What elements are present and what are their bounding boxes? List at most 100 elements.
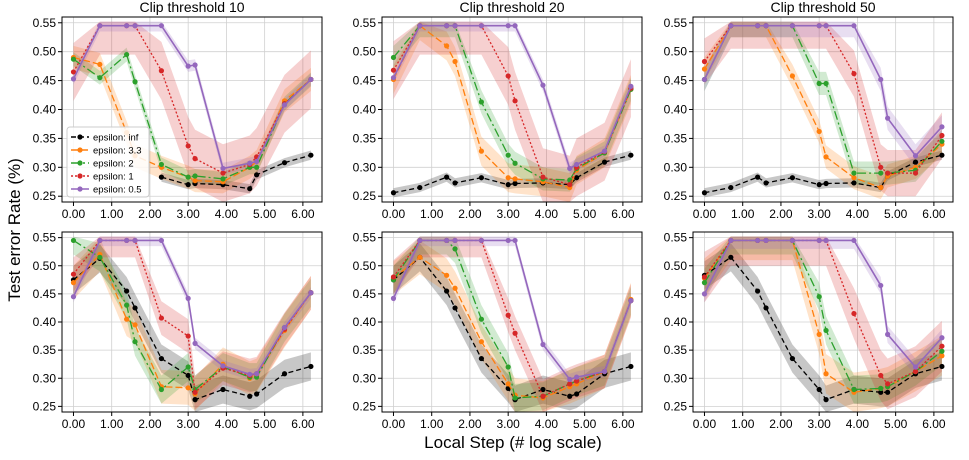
- data-point-epsilon-3-3: [132, 322, 138, 328]
- data-point-epsilon-3-3: [124, 316, 130, 322]
- band-epsilon-2: [73, 236, 311, 404]
- data-point-epsilon-0-5: [755, 23, 761, 29]
- y-tick-label: 0.40: [353, 315, 377, 329]
- band-epsilon-inf: [704, 243, 942, 412]
- series-line-epsilon-2: [73, 239, 312, 391]
- data-point-epsilon-2: [851, 170, 857, 176]
- data-point-epsilon-1: [390, 67, 397, 73]
- data-point-epsilon-0-5: [816, 237, 822, 244]
- data-point-epsilon-0-5: [124, 237, 130, 244]
- y-tick-label: 0.35: [353, 131, 377, 145]
- data-point-epsilon-1: [574, 378, 580, 384]
- y-axis-label: Test error Rate (%): [5, 158, 24, 302]
- legend-label-epsilon-0-5: epsilon: 0.5: [93, 185, 142, 196]
- data-point-epsilon-1: [701, 58, 708, 65]
- x-tick-label: 6.00: [922, 417, 946, 431]
- y-tick-label: 0.45: [33, 287, 57, 301]
- data-point-epsilon-1: [185, 143, 191, 149]
- y-tick-label: 0.55: [33, 16, 57, 30]
- data-point-epsilon-inf: [452, 180, 458, 186]
- panel-6: 0.00 1.00 2.00 3.00 4.00 5.00 6.00 0.25 0.30 0.35…: [664, 231, 954, 431]
- data-point-epsilon-2: [478, 99, 485, 105]
- data-point-epsilon-0-5: [254, 158, 260, 165]
- data-point-epsilon-inf: [417, 184, 423, 191]
- data-point-epsilon-0-5: [628, 83, 634, 89]
- data-point-epsilon-0-5: [444, 237, 450, 244]
- series-line-epsilon-inf: [704, 154, 943, 194]
- data-point-epsilon-0-5: [878, 76, 884, 83]
- data-point-epsilon-3-3: [185, 385, 191, 391]
- x-tick-label: 1.00: [731, 417, 755, 431]
- data-point-epsilon-inf: [254, 172, 260, 178]
- data-point-epsilon-2: [452, 246, 458, 252]
- data-point-epsilon-2: [823, 80, 829, 87]
- legend-label-epsilon-1: epsilon: 1: [93, 172, 134, 183]
- band-epsilon-3-3: [704, 21, 942, 200]
- series-line-epsilon-inf: [704, 256, 943, 401]
- data-point-epsilon-1: [185, 333, 191, 339]
- data-point-epsilon-1: [505, 312, 511, 318]
- data-point-epsilon-inf: [701, 190, 708, 196]
- data-point-epsilon-3-3: [851, 175, 857, 181]
- y-tick-label: 0.40: [33, 103, 57, 117]
- data-point-epsilon-2: [823, 327, 829, 334]
- y-tick-label: 0.35: [664, 131, 688, 145]
- data-point-epsilon-0-5: [390, 75, 397, 81]
- data-point-epsilon-1: [885, 170, 891, 176]
- data-point-epsilon-inf: [444, 288, 450, 294]
- band-epsilon-3-3: [73, 237, 311, 411]
- data-point-epsilon-0-5: [70, 294, 77, 300]
- data-point-epsilon-0-5: [701, 76, 708, 83]
- x-tick-label: 3.00: [496, 207, 520, 221]
- y-tick-label: 0.50: [353, 259, 377, 273]
- band-epsilon-1: [704, 236, 942, 410]
- data-point-epsilon-0-5: [763, 237, 769, 244]
- data-point-epsilon-inf: [512, 180, 518, 187]
- data-point-epsilon-3-3: [192, 178, 198, 184]
- data-point-epsilon-0-5: [789, 237, 796, 244]
- data-point-epsilon-0-5: [281, 102, 288, 108]
- series-line-epsilon-3-3: [703, 239, 943, 393]
- band-epsilon-0-5: [704, 236, 942, 376]
- data-point-epsilon-2: [878, 170, 884, 176]
- data-point-epsilon-inf: [185, 182, 191, 188]
- data-point-epsilon-0-5: [124, 23, 130, 29]
- series-line-epsilon-0-5: [72, 239, 312, 376]
- x-tick-label: 2.00: [458, 417, 482, 431]
- x-tick-label: 2.00: [458, 207, 482, 221]
- data-point-epsilon-0-5: [444, 23, 450, 29]
- band-epsilon-0-5: [73, 236, 311, 380]
- data-point-epsilon-inf: [158, 355, 165, 362]
- legend-label-epsilon-3-3: epsilon: 3.3: [93, 146, 142, 157]
- y-tick-label: 0.45: [353, 74, 377, 88]
- data-point-epsilon-inf: [132, 305, 138, 311]
- data-point-epsilon-inf: [823, 397, 829, 403]
- data-point-epsilon-inf: [628, 152, 634, 158]
- y-tick-label: 0.30: [353, 371, 377, 385]
- x-tick-label: 6.00: [611, 207, 635, 221]
- band-epsilon-3-3: [393, 240, 631, 412]
- data-point-epsilon-2: [816, 294, 822, 300]
- data-point-epsilon-3-3: [97, 61, 103, 68]
- x-tick-label: 2.00: [769, 207, 793, 221]
- data-point-epsilon-1: [70, 271, 77, 277]
- band-epsilon-inf: [161, 150, 311, 194]
- data-point-epsilon-2: [97, 75, 103, 81]
- data-point-epsilon-0-5: [452, 237, 458, 244]
- data-point-epsilon-0-5: [132, 237, 138, 244]
- data-point-epsilon-2: [505, 152, 511, 158]
- data-point-epsilon-2: [97, 254, 103, 260]
- data-point-epsilon-0-5: [567, 376, 573, 382]
- data-point-epsilon-2: [124, 302, 130, 308]
- data-point-epsilon-0-5: [308, 76, 314, 83]
- y-tick-label: 0.45: [664, 287, 688, 301]
- data-point-epsilon-0-5: [601, 148, 608, 154]
- x-tick-label: 0.00: [382, 207, 406, 221]
- y-tick-label: 0.40: [664, 103, 688, 117]
- panel-title: Clip threshold 10: [139, 0, 244, 15]
- data-point-epsilon-0-5: [512, 23, 518, 29]
- x-tick-label: 4.00: [535, 207, 559, 221]
- data-point-epsilon-0-5: [417, 23, 423, 29]
- y-tick-label: 0.30: [33, 160, 57, 174]
- data-point-epsilon-0-5: [478, 237, 485, 244]
